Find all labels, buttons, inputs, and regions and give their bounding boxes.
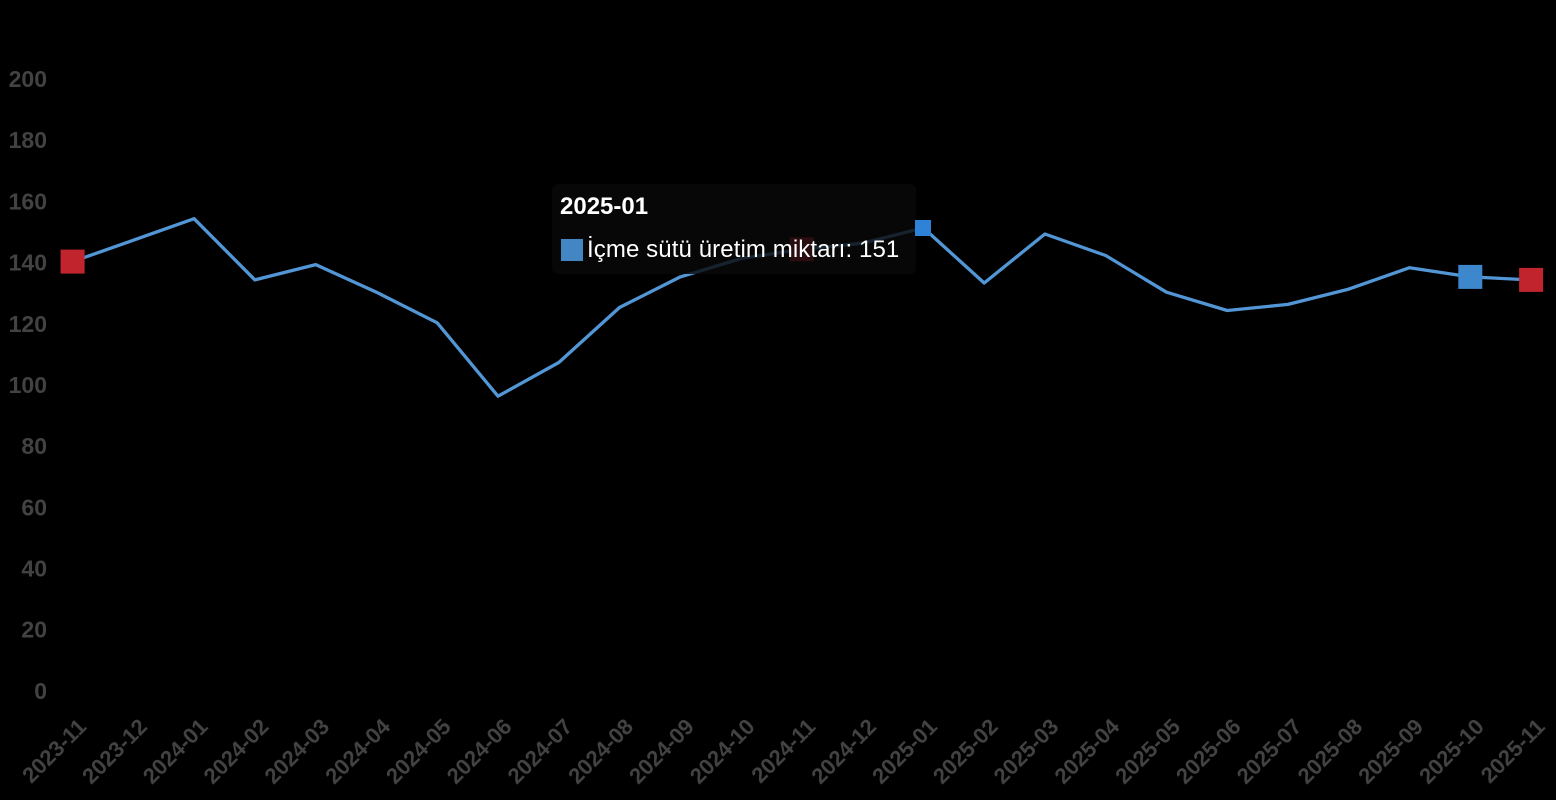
svg-text:2024-02: 2024-02 — [199, 714, 274, 789]
svg-text:2025-01: 2025-01 — [867, 714, 942, 789]
svg-text:0: 0 — [34, 678, 47, 704]
svg-text:2025-02: 2025-02 — [928, 714, 1003, 789]
svg-text:200: 200 — [9, 66, 47, 92]
svg-text:2025-11: 2025-11 — [1476, 714, 1550, 788]
svg-text:2024-05: 2024-05 — [381, 714, 456, 789]
svg-text:2024-03: 2024-03 — [259, 714, 334, 789]
svg-text:2024-11: 2024-11 — [746, 714, 820, 788]
svg-text:2024-01: 2024-01 — [138, 714, 213, 789]
svg-text:2024-10: 2024-10 — [685, 714, 760, 789]
svg-text:2025-05: 2025-05 — [1110, 714, 1185, 789]
svg-text:2023-11: 2023-11 — [17, 714, 91, 788]
svg-text:180: 180 — [9, 127, 47, 153]
svg-text:2025-10: 2025-10 — [1414, 714, 1489, 789]
svg-text:2025-03: 2025-03 — [989, 714, 1064, 789]
svg-text:140: 140 — [9, 250, 47, 276]
svg-text:2025-06: 2025-06 — [1171, 714, 1246, 789]
svg-text:2024-04: 2024-04 — [320, 713, 395, 788]
svg-text:2025-07: 2025-07 — [1232, 714, 1307, 789]
svg-text:2024-06: 2024-06 — [442, 714, 517, 789]
svg-text:2024-12: 2024-12 — [806, 714, 881, 789]
svg-text:100: 100 — [9, 372, 47, 398]
svg-text:2024-08: 2024-08 — [563, 714, 638, 789]
svg-text:80: 80 — [21, 433, 47, 459]
svg-text:2023-12: 2023-12 — [77, 714, 152, 789]
svg-text:40: 40 — [21, 556, 47, 582]
svg-text:20: 20 — [21, 617, 47, 643]
svg-text:2024-07: 2024-07 — [503, 714, 578, 789]
svg-text:60: 60 — [21, 494, 47, 520]
svg-text:2024-09: 2024-09 — [624, 714, 699, 789]
svg-text:120: 120 — [9, 311, 47, 337]
svg-text:2025-09: 2025-09 — [1353, 714, 1428, 789]
svg-text:2025-04: 2025-04 — [1049, 713, 1124, 788]
svg-text:160: 160 — [9, 188, 47, 214]
svg-text:2025-08: 2025-08 — [1293, 714, 1368, 789]
